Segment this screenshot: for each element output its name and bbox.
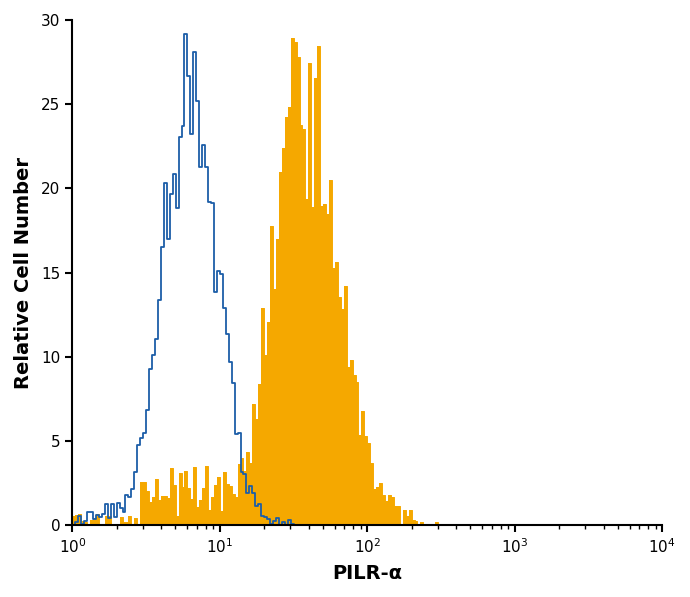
Y-axis label: Relative Cell Number: Relative Cell Number	[14, 156, 33, 389]
X-axis label: PILR-α: PILR-α	[333, 564, 402, 583]
